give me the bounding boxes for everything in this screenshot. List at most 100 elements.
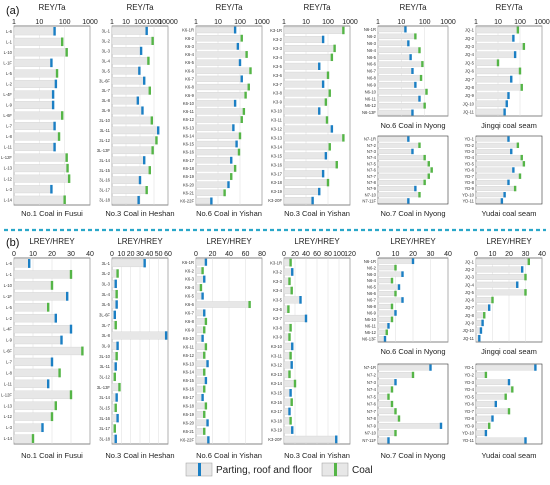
sample-label: 3L-1 [102,261,111,266]
chart-panel-0: 1 10 100 1000 REY/Ta No.1 Coal in Fusui L-6 L-1… [1,3,98,218]
range-band [111,116,152,125]
range-band [13,357,53,367]
coal-marker [390,316,394,323]
coal-marker [245,51,248,58]
parting-marker [439,422,443,429]
range-band [195,360,208,367]
range-band [195,124,234,131]
parting-marker [50,58,53,68]
tick-label: 1000 [254,19,270,26]
range-band [195,116,242,123]
range-band [475,393,506,400]
coal-marker [333,44,336,53]
sample-label: N7-11F [362,438,376,443]
range-band [283,152,327,160]
tick-label: 10 [35,19,43,26]
axis-label: LREY/HREY [294,237,340,246]
chart-title: Yudai coal seam [481,451,536,460]
parting-marker [233,99,237,107]
parting-marker [510,148,513,155]
range-band [111,67,140,75]
coal-marker [289,351,292,360]
chart-title: No.3 Coal in Heshan [105,209,174,218]
tick-label: 30 [522,251,530,258]
sample-label: K6-13 [183,361,195,366]
range-band [195,352,205,359]
range-band [283,161,337,169]
tick-label: 0 [376,251,380,258]
sample-label: N7-5 [367,394,377,399]
coal-marker [522,43,526,50]
coal-marker [414,33,417,40]
sample-label: N7-10 [365,192,377,197]
parting-marker [53,26,56,36]
sample-label: YD-7 [464,174,474,179]
chart-panel-14: No.7 Coal in Nyong N7-1R N7-2 N7-3 N7-4 N7-5 N… [362,363,449,460]
range-band [475,304,490,311]
parting-marker [409,54,412,61]
sample-label: K3-15 [271,153,283,158]
parting-marker [290,361,293,369]
chart-title: No.3 Coal in Heshan [105,451,174,460]
range-band [111,176,141,184]
sample-label: K6-6 [185,68,195,73]
coal-marker [511,386,514,393]
range-band [195,189,225,196]
range-band [195,92,246,99]
parting-marker [521,266,524,273]
sample-label: K6-13 [183,125,195,130]
sample-label: K6-4 [185,285,195,290]
sample-label: YD-3 [464,149,474,154]
range-band [111,37,153,45]
sample-label: N7-7 [367,409,377,414]
coal-marker [233,164,237,172]
parting-marker [207,436,210,444]
sample-label: YD-10 [462,192,475,197]
parting-marker [240,75,243,83]
sample-label: K3-14 [271,144,283,149]
coal-marker [288,333,291,341]
parting-marker [201,393,204,402]
sample-label: JQ-7 [465,77,475,82]
parting-marker [324,152,328,160]
coal-marker [114,403,117,413]
parting-marker [512,34,515,42]
range-band [195,165,236,172]
coal-marker [328,89,331,97]
parting-marker [507,379,511,386]
parting-marker [318,62,321,70]
coal-marker [58,368,61,378]
tick-label: 10 [392,251,400,258]
parting-marker [318,107,321,115]
sample-label: JQ-11 [463,110,475,115]
coal-marker [115,289,118,299]
sample-label: YD-7 [464,409,474,414]
range-band [475,179,509,185]
sample-label: L-4F [3,92,12,97]
parting-marker [113,310,116,320]
range-band [13,434,34,443]
coal-marker [54,401,57,411]
sample-label: K3-10 [271,109,283,114]
sample-label: K3-2 [273,270,283,275]
parting-marker [414,81,417,88]
range-band [13,101,54,109]
range-band [13,390,72,399]
sample-label: K3-7 [273,316,283,321]
parting-marker [478,334,481,342]
coal-marker [394,290,397,297]
range-band [195,368,205,376]
sample-label: K6-10 [183,336,195,341]
coal-marker [288,277,291,286]
sample-label: K6-3 [185,44,195,49]
parting-marker [503,108,506,116]
coal-marker [520,154,523,161]
range-band [283,197,313,204]
tick-label: 30 [427,251,435,258]
range-band [377,284,400,290]
parting-marker [206,419,209,427]
sample-label: K6-2 [185,268,195,273]
coal-marker [203,351,206,359]
sample-label: N6-8 [367,76,377,81]
